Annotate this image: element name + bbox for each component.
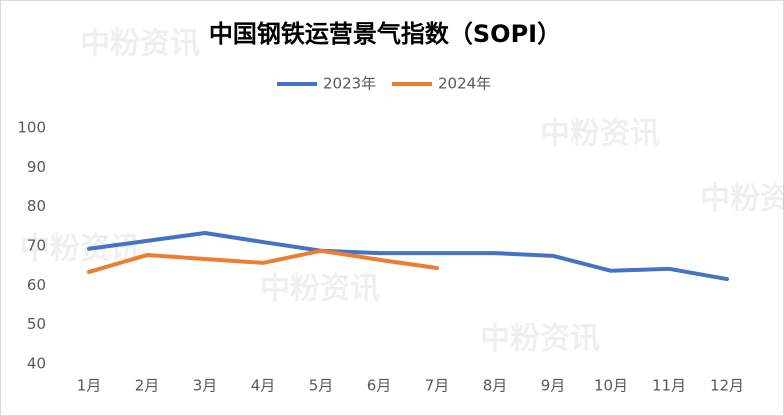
- y-tick-label: 50: [27, 315, 46, 333]
- x-tick-label: 3月: [193, 377, 218, 395]
- x-tick-label: 2月: [135, 377, 160, 395]
- x-tick-label: 8月: [483, 377, 508, 395]
- series-line: [87, 231, 729, 282]
- y-tick-label: 90: [27, 158, 46, 176]
- legend-label: 2024年: [438, 75, 491, 93]
- watermark: 中粉资讯: [700, 182, 784, 217]
- x-tick-label: 9月: [541, 377, 566, 395]
- x-tick-label: 5月: [309, 377, 334, 395]
- legend-label: 2023年: [323, 75, 376, 93]
- series-line: [87, 248, 439, 274]
- y-tick-label: 80: [27, 197, 46, 215]
- x-tick-label: 10月: [594, 377, 628, 395]
- y-tick-label: 70: [27, 237, 46, 255]
- watermark: 中粉资讯: [480, 322, 600, 357]
- y-tick-label: 100: [17, 119, 46, 137]
- watermark: 中粉资讯: [260, 272, 380, 307]
- chart-title: 中国钢铁运营景气指数（SOPI）: [209, 20, 561, 48]
- watermark: 中粉资讯: [540, 117, 660, 152]
- x-tick-label: 6月: [367, 377, 392, 395]
- x-tick-label: 11月: [652, 377, 686, 395]
- x-tick-label: 1月: [77, 377, 102, 395]
- watermark: 中粉资讯: [80, 27, 200, 62]
- y-tick-label: 60: [27, 276, 46, 294]
- x-tick-label: 7月: [425, 377, 450, 395]
- x-tick-label: 12月: [710, 377, 744, 395]
- x-tick-label: 4月: [251, 377, 276, 395]
- y-tick-label: 40: [27, 355, 46, 373]
- watermark: 中粉资讯: [20, 232, 140, 267]
